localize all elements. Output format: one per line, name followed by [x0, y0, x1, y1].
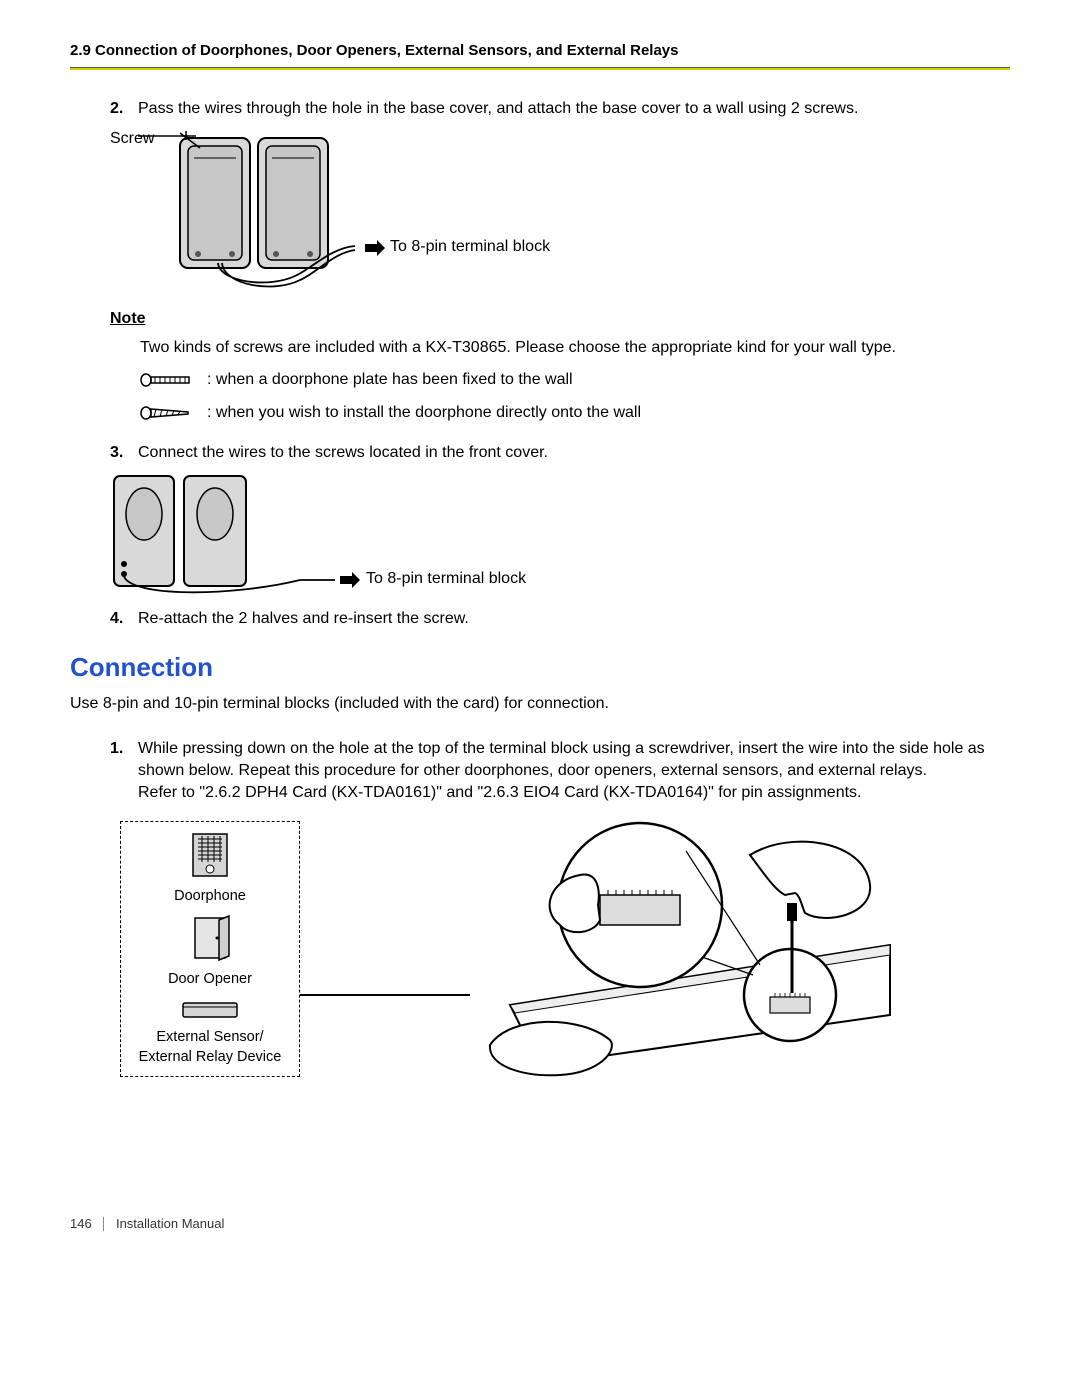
external-sensor-legend: External Sensor/ External Relay Device	[129, 997, 291, 1068]
footer-doc-title: Installation Manual	[116, 1216, 224, 1231]
diagram-1: Screw To 8-pin terminal block	[110, 128, 1010, 298]
terminal-insert-illustration	[450, 815, 910, 1085]
wood-screw-icon	[140, 404, 195, 422]
step-2: 2. Pass the wires through the hole in th…	[110, 98, 1010, 120]
step-2-number: 2.	[110, 98, 138, 120]
connection-step-1: 1. While pressing down on the hole at th…	[110, 738, 1010, 805]
step-4: 4. Re-attach the 2 halves and re-insert …	[110, 608, 1010, 630]
external-device-icon	[179, 997, 241, 1021]
step-3: 3. Connect the wires to the screws locat…	[110, 442, 1010, 464]
screw-type-2: : when you wish to install the doorphone…	[140, 402, 1010, 424]
external-sensor-label: External Sensor/ External Relay Device	[129, 1027, 291, 1068]
diagram-2: To 8-pin terminal block	[110, 472, 1010, 602]
arrow-right-icon	[365, 240, 385, 256]
door-opener-label: Door Opener	[129, 969, 291, 989]
doorphone-cover-illustration	[130, 128, 360, 298]
page-header-title: 2.9 Connection of Doorphones, Door Opene…	[70, 40, 1010, 61]
step-3-text: Connect the wires to the screws located …	[138, 442, 1010, 464]
device-legend-box: Doorphone Door Opener External Sensor/ E…	[120, 821, 300, 1077]
page-footer: 146 Installation Manual	[70, 1215, 1010, 1233]
footer-divider	[103, 1217, 104, 1231]
connection-diagram: Doorphone Door Opener External Sensor/ E…	[110, 815, 1010, 1105]
terminal-block-label-2: To 8-pin terminal block	[366, 568, 526, 590]
step-4-text: Re-attach the 2 halves and re-insert the…	[138, 608, 1010, 630]
doorphone-icon	[189, 832, 231, 880]
step-4-number: 4.	[110, 608, 138, 630]
screw-type-1: : when a doorphone plate has been fixed …	[140, 369, 1010, 391]
connection-wire	[300, 985, 470, 1015]
door-opener-icon	[189, 914, 231, 962]
arrow-right-icon	[340, 572, 360, 588]
doorphone-legend: Doorphone	[129, 832, 291, 907]
header-rule	[70, 67, 1010, 70]
doorphone-label: Doorphone	[129, 886, 291, 906]
connection-step-1-ref: Refer to "2.6.2 DPH4 Card (KX-TDA0161)" …	[138, 784, 861, 801]
terminal-block-label-1: To 8-pin terminal block	[390, 236, 550, 258]
connection-step-1-body: While pressing down on the hole at the t…	[138, 740, 985, 779]
machine-screw-icon	[140, 371, 195, 389]
door-opener-legend: Door Opener	[129, 914, 291, 989]
connection-step-1-text: While pressing down on the hole at the t…	[138, 738, 1010, 805]
connection-step-1-number: 1.	[110, 738, 138, 760]
connection-intro: Use 8-pin and 10-pin terminal blocks (in…	[70, 693, 1010, 715]
screw-type-1-text: : when a doorphone plate has been fixed …	[207, 369, 573, 391]
note-heading: Note	[110, 308, 1010, 330]
front-cover-illustration	[110, 472, 340, 602]
step-3-number: 3.	[110, 442, 138, 464]
step-2-text: Pass the wires through the hole in the b…	[138, 98, 1010, 120]
connection-heading: Connection	[70, 649, 1010, 685]
page-number: 146	[70, 1216, 92, 1231]
note-body: Two kinds of screws are included with a …	[140, 337, 1010, 359]
screw-type-2-text: : when you wish to install the doorphone…	[207, 402, 641, 424]
